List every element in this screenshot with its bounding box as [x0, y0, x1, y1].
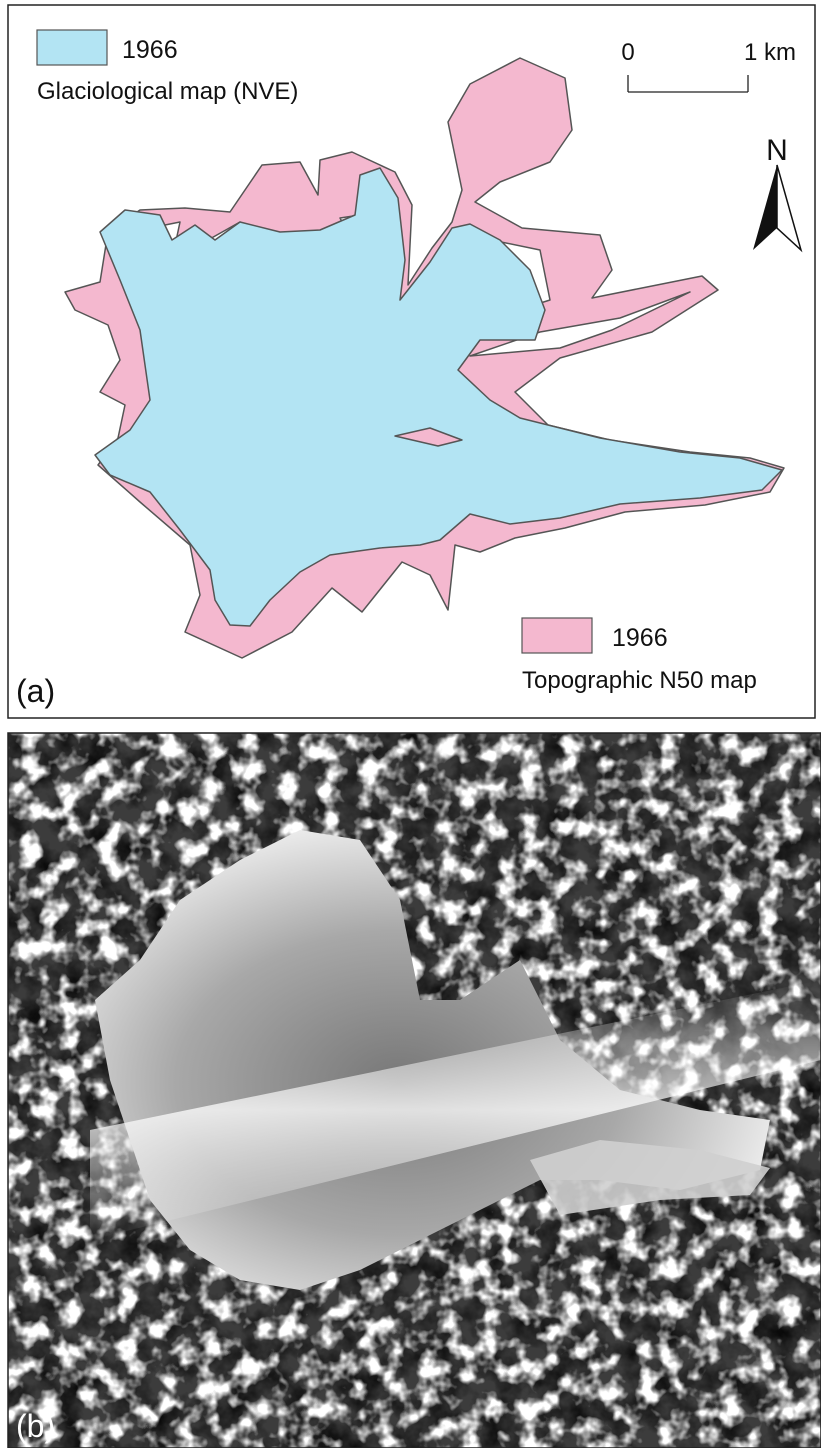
north-label: N: [766, 134, 788, 167]
legend-swatch-nve: [37, 30, 107, 65]
scale-label: 1 km: [744, 39, 796, 66]
panel-label: (a): [16, 673, 55, 709]
panel-label: (b): [16, 1408, 55, 1444]
legend-year: 1966: [612, 624, 668, 652]
page: 1966 Glaciological map (NVE) 0 1 km N 19…: [0, 0, 821, 1448]
figure: 1966 Glaciological map (NVE) 0 1 km N 19…: [0, 0, 821, 1448]
legend-label: Topographic N50 map: [522, 667, 757, 694]
scale-label: 0: [621, 39, 634, 66]
aerial-photo: [8, 733, 821, 1448]
legend-year: 1966: [122, 36, 178, 64]
legend-label: Glaciological map (NVE): [37, 78, 298, 105]
legend-swatch-n50: [522, 618, 592, 653]
